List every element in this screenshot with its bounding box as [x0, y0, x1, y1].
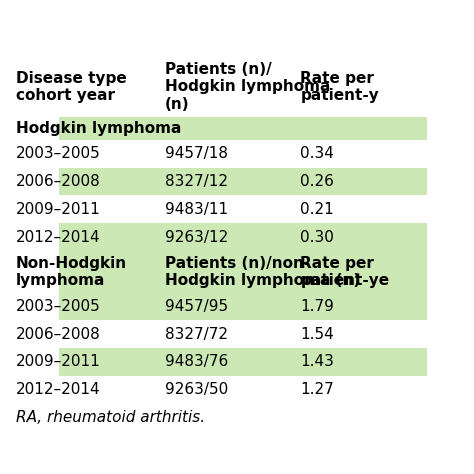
Text: 2009–2011: 2009–2011 — [16, 354, 100, 369]
Text: 9263/50: 9263/50 — [164, 382, 228, 397]
Text: 2012–2014: 2012–2014 — [16, 229, 100, 245]
Text: 1.54: 1.54 — [300, 327, 334, 342]
Bar — [11, 168, 428, 195]
Bar — [11, 376, 428, 403]
Bar — [11, 403, 428, 431]
Text: 9263/12: 9263/12 — [164, 229, 228, 245]
Text: 0.21: 0.21 — [300, 202, 334, 217]
Bar — [11, 140, 428, 168]
Text: RA, rheumatoid arthritis.: RA, rheumatoid arthritis. — [16, 410, 205, 425]
Text: 2012–2014: 2012–2014 — [16, 382, 100, 397]
Text: 9457/95: 9457/95 — [164, 299, 228, 314]
Text: Disease type
cohort year: Disease type cohort year — [16, 71, 127, 103]
Text: 8327/12: 8327/12 — [164, 174, 228, 189]
Text: Non-Hodgkin
lymphoma: Non-Hodgkin lymphoma — [16, 255, 127, 288]
Text: 9457/18: 9457/18 — [164, 146, 228, 162]
Bar — [11, 251, 428, 292]
Bar — [11, 223, 428, 251]
Bar — [11, 320, 428, 348]
Text: Rate per
patient-y: Rate per patient-y — [300, 71, 379, 103]
Text: 9483/11: 9483/11 — [164, 202, 228, 217]
Bar — [11, 292, 428, 320]
Text: Hodgkin lymphoma: Hodgkin lymphoma — [16, 121, 181, 136]
Text: 2006–2008: 2006–2008 — [16, 327, 100, 342]
Text: Patients (n)/non-
Hodgkin lymphoma (n): Patients (n)/non- Hodgkin lymphoma (n) — [164, 255, 360, 288]
Bar — [11, 57, 428, 117]
Text: 1.79: 1.79 — [300, 299, 334, 314]
Text: 2006–2008: 2006–2008 — [16, 174, 100, 189]
Text: Rate per
patient-ye: Rate per patient-ye — [300, 255, 390, 288]
Text: 0.26: 0.26 — [300, 174, 334, 189]
Bar — [11, 195, 428, 223]
Text: 8327/72: 8327/72 — [164, 327, 228, 342]
Text: 0.34: 0.34 — [300, 146, 334, 162]
Text: 1.43: 1.43 — [300, 354, 334, 369]
Text: 9483/76: 9483/76 — [164, 354, 228, 369]
Bar — [11, 348, 428, 376]
Text: 1.27: 1.27 — [300, 382, 334, 397]
Text: 2003–2005: 2003–2005 — [16, 146, 100, 162]
Bar — [11, 117, 428, 140]
Text: 0.30: 0.30 — [300, 229, 334, 245]
Text: Patients (n)/
Hodgkin lymphoma
(n): Patients (n)/ Hodgkin lymphoma (n) — [164, 62, 330, 112]
Text: 2003–2005: 2003–2005 — [16, 299, 100, 314]
Text: 2009–2011: 2009–2011 — [16, 202, 100, 217]
